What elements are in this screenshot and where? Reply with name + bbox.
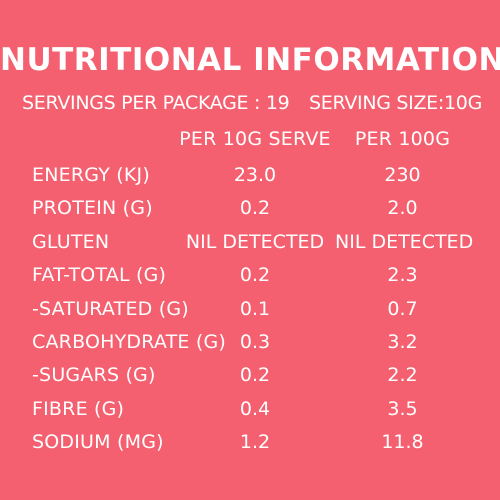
nutrient-name: -SUGARS (G)	[32, 364, 156, 387]
per-100g-value: 0.7	[387, 297, 418, 320]
per-serve-value: NIL DETECTED	[185, 230, 325, 253]
nutrient-name: PROTEIN (G)	[32, 197, 153, 220]
per-100g-value: 3.2	[387, 330, 418, 353]
per-100g-value: 2.3	[387, 264, 418, 287]
per-serve-value: 0.2	[239, 364, 271, 387]
per-100g-value: 2.0	[387, 197, 418, 220]
per-100g-value: 3.5	[387, 397, 418, 420]
table-row-protein: PROTEIN (G) 0.2 2.0	[0, 193, 500, 226]
per-100g-value: 2.2	[387, 364, 418, 387]
per-serve-value: 0.3	[239, 330, 271, 353]
nutrient-name: SODIUM (MG)	[32, 431, 164, 454]
table-row-carbohydrate: CARBOHYDRATE (G) 0.3 3.2	[0, 327, 500, 360]
table-row-fat-total: FAT-TOTAL (G) 0.2 2.3	[0, 260, 500, 293]
nutrient-name: -SATURATED (G)	[32, 297, 189, 320]
nutrient-name: FIBRE (G)	[32, 397, 125, 420]
page-title: NUTRITIONAL INFORMATION	[0, 42, 500, 78]
table-row-sodium: SODIUM (MG) 1.2 11.8	[0, 427, 500, 460]
column-header-per-serve: PER 10G SERVE	[179, 128, 331, 150]
per-100g-value: 11.8	[381, 431, 424, 454]
table-row-energy: ENERGY (KJ) 23.0 230	[0, 160, 500, 193]
nutrient-name: ENERGY (KJ)	[32, 164, 150, 186]
table-row-saturated: -SATURATED (G) 0.1 0.7	[0, 294, 500, 327]
table-row-gluten: GLUTEN NIL DETECTED NIL DETECTED	[0, 227, 500, 260]
per-serve-value: 0.4	[239, 397, 271, 420]
per-100g-value: 230	[384, 164, 421, 186]
per-serve-value: 0.1	[239, 297, 271, 320]
per-serve-value: 0.2	[239, 264, 271, 287]
per-serve-value: 1.2	[239, 431, 271, 454]
servings-per-package: SERVINGS PER PACKAGE : 19	[22, 92, 290, 114]
per-serve-value: 0.2	[239, 197, 271, 220]
serving-size: SERVING SIZE:10G	[309, 92, 482, 114]
nutrient-name: CARBOHYDRATE (G)	[32, 330, 226, 353]
column-header-per-100g: PER 100G	[354, 128, 451, 150]
nutrition-table: ENERGY (KJ) 23.0 230 PROTEIN (G) 0.2 2.0…	[0, 160, 500, 461]
nutrient-name: GLUTEN	[32, 230, 110, 253]
table-row-sugars: -SUGARS (G) 0.2 2.2	[0, 360, 500, 393]
table-row-fibre: FIBRE (G) 0.4 3.5	[0, 394, 500, 427]
per-100g-value: NIL DETECTED	[335, 230, 474, 253]
nutrient-name: FAT-TOTAL (G)	[32, 264, 167, 287]
per-serve-value: 23.0	[233, 164, 277, 186]
